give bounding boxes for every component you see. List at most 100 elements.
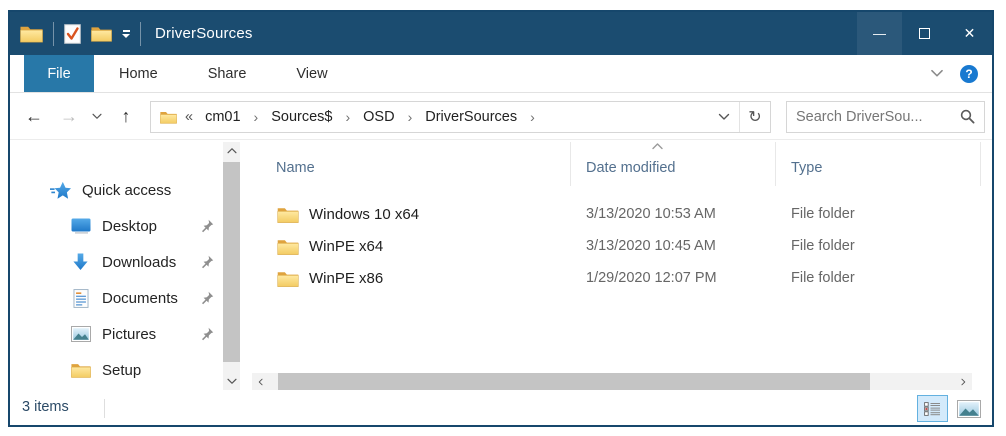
column-header-size[interactable]: Size xyxy=(981,142,992,186)
up-button[interactable]: ↑ xyxy=(108,106,144,127)
scroll-down-icon[interactable] xyxy=(223,373,240,390)
items-count: 3 items xyxy=(22,399,69,415)
scroll-right-icon[interactable] xyxy=(955,373,972,390)
titlebar-separator xyxy=(140,21,141,46)
breadcrumb-separator-icon[interactable]: › xyxy=(407,108,413,125)
file-name: WinPE x64 xyxy=(309,237,384,255)
folder-icon xyxy=(277,206,299,223)
status-bar-divider xyxy=(104,399,105,418)
search-box[interactable] xyxy=(786,100,985,133)
maximize-button[interactable] xyxy=(902,12,947,55)
address-dropdown-chevron-icon[interactable] xyxy=(709,113,739,121)
breadcrumb-item[interactable]: DriverSources xyxy=(425,108,518,125)
tab-view[interactable]: View xyxy=(296,65,328,82)
file-date-modified: 1/29/2020 12:07 PM xyxy=(586,270,717,286)
window-title: DriverSources xyxy=(155,25,253,42)
sort-ascending-icon xyxy=(651,142,664,150)
customize-toolbar-chevron-icon[interactable] xyxy=(122,29,130,38)
refresh-icon: ↻ xyxy=(748,108,762,126)
table-row[interactable]: Windows 10 x64 3/13/2020 10:53 AM File f… xyxy=(249,198,991,230)
sidebar-item-setup[interactable]: Setup xyxy=(10,352,222,388)
forward-button[interactable]: → xyxy=(52,106,86,127)
forward-icon: → xyxy=(60,106,78,126)
column-header-type[interactable]: Type xyxy=(776,142,981,186)
search-input[interactable] xyxy=(796,108,960,125)
pin-icon xyxy=(200,219,214,233)
tab-file[interactable]: File xyxy=(24,55,94,92)
file-type: File folder xyxy=(791,206,855,222)
large-icons-view-button[interactable] xyxy=(953,395,984,422)
breadcrumb-item[interactable]: Sources$ xyxy=(271,108,333,125)
pictures-icon xyxy=(70,326,91,342)
explorer-window: DriverSources — ✕ File Home Share View ? xyxy=(8,10,994,427)
address-bar[interactable]: « cm01 › Sources$ › OSD › DriverSources … xyxy=(150,100,771,133)
sidebar-item-label: Setup xyxy=(102,361,142,379)
back-button[interactable]: ← xyxy=(16,106,52,127)
breadcrumb-item[interactable]: OSD xyxy=(363,108,395,125)
details-view-button[interactable] xyxy=(917,395,948,422)
file-list-pane: Name Date modified Type Size Windows 10 … xyxy=(249,142,991,368)
sidebar-item-label: Documents xyxy=(102,289,178,307)
sidebar-item-quick-access[interactable]: Quick access xyxy=(10,172,222,208)
table-row[interactable]: WinPE x86 1/29/2020 12:07 PM File folder xyxy=(249,262,991,294)
sidebar-item-desktop[interactable]: Desktop xyxy=(10,208,222,244)
sidebar-item-pictures[interactable]: Pictures xyxy=(10,316,222,352)
breadcrumb-overflow-icon[interactable]: « xyxy=(185,108,194,125)
tab-share[interactable]: Share xyxy=(207,65,247,82)
sidebar-item-label: Downloads xyxy=(102,253,177,271)
ribbon-right-controls: ? xyxy=(930,55,978,92)
pin-icon xyxy=(200,291,214,305)
tab-home[interactable]: Home xyxy=(119,65,158,82)
downloads-icon xyxy=(70,253,91,271)
minimize-button[interactable]: — xyxy=(857,12,902,55)
folder-icon xyxy=(277,270,299,287)
column-header-name[interactable]: Name xyxy=(249,142,571,186)
navigation-toolbar: ← → ↑ « cm01 › Sources$ › OSD › DriverSo… xyxy=(10,94,992,140)
breadcrumb-item[interactable]: cm01 xyxy=(205,108,241,125)
recent-locations-chevron-icon[interactable] xyxy=(86,113,108,120)
horizontal-scrollbar-thumb[interactable] xyxy=(278,373,870,390)
file-rows: Windows 10 x64 3/13/2020 10:53 AM File f… xyxy=(249,198,991,294)
file-name: WinPE x86 xyxy=(309,269,384,287)
new-folder-icon[interactable] xyxy=(91,25,112,42)
file-date-modified: 3/13/2020 10:53 AM xyxy=(586,206,716,222)
breadcrumb-separator-icon[interactable]: › xyxy=(345,108,351,125)
sidebar-scrollbar-thumb[interactable] xyxy=(223,162,240,362)
close-button[interactable]: ✕ xyxy=(947,12,992,55)
pin-icon xyxy=(200,255,214,269)
file-name: Windows 10 x64 xyxy=(309,205,420,223)
sidebar-item-label: Desktop xyxy=(102,217,158,235)
sidebar-item-label: Pictures xyxy=(102,325,157,343)
minimize-icon: — xyxy=(873,26,886,41)
sidebar-scrollbar[interactable] xyxy=(223,142,240,390)
expand-ribbon-chevron-icon[interactable] xyxy=(930,69,944,78)
refresh-button[interactable]: ↻ xyxy=(740,107,770,127)
folder-icon xyxy=(277,238,299,255)
file-date-modified: 3/13/2020 10:45 AM xyxy=(586,238,716,254)
navigation-pane: Quick access Desktop Downloads xyxy=(10,140,222,394)
desktop-icon xyxy=(70,218,91,234)
sidebar-item-documents[interactable]: Documents xyxy=(10,280,222,316)
address-bar-divider xyxy=(739,101,740,132)
sidebar-item-label: Quick access xyxy=(82,181,172,199)
table-row[interactable]: WinPE x64 3/13/2020 10:45 AM File folder xyxy=(249,230,991,262)
search-icon xyxy=(960,109,975,124)
status-bar: 3 items xyxy=(10,392,992,425)
scroll-left-icon[interactable] xyxy=(252,373,269,390)
up-icon: ↑ xyxy=(121,106,131,126)
pin-icon xyxy=(200,327,214,341)
large-icons-view-icon xyxy=(956,399,981,418)
help-icon: ? xyxy=(965,66,973,81)
quick-access-toolbar xyxy=(20,21,141,46)
horizontal-scrollbar[interactable] xyxy=(252,373,972,390)
breadcrumb-separator-icon[interactable]: › xyxy=(530,108,535,125)
titlebar-separator xyxy=(53,21,54,46)
help-button[interactable]: ? xyxy=(960,64,978,83)
scroll-up-icon[interactable] xyxy=(223,142,240,159)
properties-check-icon[interactable] xyxy=(64,23,81,44)
column-header-date-modified[interactable]: Date modified xyxy=(571,142,776,186)
sidebar-item-downloads[interactable]: Downloads xyxy=(10,244,222,280)
window-controls: — ✕ xyxy=(857,12,992,55)
breadcrumb-separator-icon[interactable]: › xyxy=(253,108,259,125)
folder-icon xyxy=(70,362,91,378)
